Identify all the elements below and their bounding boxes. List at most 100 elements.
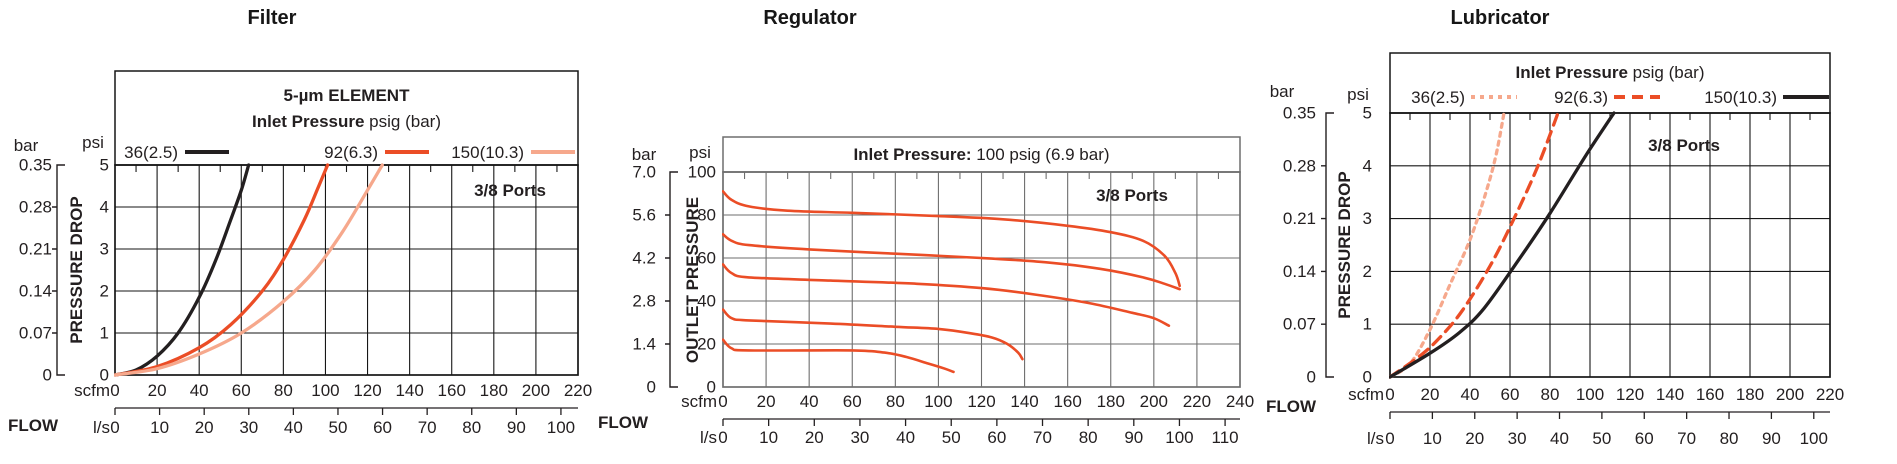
lubricator-scfm-tick: 0 [1385,385,1394,404]
regulator-legend-line: Inlet Pressure: 100 psig (6.9 bar) [853,145,1109,164]
lubricator-ls-tick: 90 [1762,429,1781,448]
filter-bar-axis-bracket [52,164,65,376]
regulator-ls-tick: 100 [1165,428,1193,447]
filter-scfm-tick: 200 [522,381,550,400]
filter-psi-tick: 0 [100,366,109,385]
filter-ls-tick: 30 [239,418,258,437]
filter-scfm-tick: 100 [311,381,339,400]
lubricator-bar-tick: 0.07 [1283,315,1316,334]
regulator-ls-tick: 40 [896,428,915,447]
filter-ls-tick: 80 [462,418,481,437]
regulator-ls-tick: 0 [718,428,727,447]
lubricator-scfm-tick: 80 [1541,385,1560,404]
lubricator-bar-tick: 0 [1307,368,1316,387]
filter-scfm-tick: 140 [395,381,423,400]
lubricator-series-150(10.3) [1389,111,1616,379]
lubricator-bar-tick: 0.21 [1283,209,1316,228]
lubricator-scfm-unit: scfm [1348,385,1384,404]
regulator-scfm-unit: scfm [681,392,717,411]
lubricator-flow-label: FLOW [1266,397,1317,416]
lubricator-legend-line: Inlet Pressure psig (bar) [1516,63,1705,82]
filter-ls-tick: 60 [373,418,392,437]
lubricator-ls-tick: 10 [1423,429,1442,448]
lubricator-ls-tick: 50 [1592,429,1611,448]
regulator-bar-tick: 7.0 [632,163,656,182]
lubricator-scfm-tick: 20 [1421,385,1440,404]
regulator-ls-tick: 110 [1212,428,1239,447]
lubricator-ls-unit: l/s [1367,429,1384,448]
lubricator-bar-tick: 0.35 [1283,104,1316,123]
lubricator-ls-tick: 60 [1635,429,1654,448]
regulator-psi-tick: 100 [688,163,716,182]
filter-scfm-tick: 20 [148,381,167,400]
filter-psi-unit: psi [82,133,104,152]
filter-psi-tick: 5 [100,156,109,175]
regulator-ls-tick: 30 [850,428,869,447]
regulator-series-curve-2 [722,233,1181,291]
filter-ls-tick: 20 [195,418,214,437]
regulator-series-curve-3 [722,263,1171,327]
regulator-scfm-tick: 60 [843,392,862,411]
filter-scfm-tick: 180 [480,381,508,400]
filter-flow-label: FLOW [8,416,59,435]
regulator-scfm-tick: 180 [1097,392,1125,411]
filter-ls-axis [114,407,578,415]
filter-scfm-tick: 0 [110,381,119,400]
filter-bar-unit: bar [14,136,39,155]
lubricator-psi-tick: 2 [1363,262,1372,281]
regulator-psi-tick: 40 [697,292,716,311]
filter-scfm-tick: 220 [564,381,592,400]
regulator-ls-tick: 70 [1033,428,1052,447]
regulator-psi-tick: 20 [697,335,716,354]
filter-bar-tick: 0.35 [19,156,52,175]
regulator-bar-axis-bracket [665,171,678,388]
regulator-scfm-tick: 0 [718,392,727,411]
filter-ls-unit: l/s [93,418,110,437]
lubricator-ls-axis [1389,411,1830,419]
regulator-psi-tick: 80 [697,206,716,225]
lubricator-ls-tick: 20 [1465,429,1484,448]
regulator-bar-tick: 4.2 [632,249,656,268]
lubricator-ls-tick: 100 [1800,429,1828,448]
lubricator-bar-tick: 0.28 [1283,156,1316,175]
lubricator-bar-tick: 0.14 [1283,262,1316,281]
filter-ls-tick: 90 [507,418,526,437]
regulator-psi-tick: 60 [697,249,716,268]
regulator-scfm-tick: 160 [1053,392,1081,411]
lubricator-chart: Inlet Pressure psig (bar) 36(2.5) 92(6.3) 1… [1266,52,1844,448]
regulator-series [722,190,1181,374]
filter-y-axis-label: PRESSURE DROP [67,196,86,343]
lubricator-series-92(6.3) [1389,111,1560,379]
regulator-series-curve-5 [722,338,955,374]
lubricator-scfm-tick: 100 [1576,385,1604,404]
lubricator-series [1389,111,1616,379]
filter-scfm-tick: 160 [438,381,466,400]
regulator-scfm-tick: 240 [1226,392,1254,411]
filter-bar-tick: 0.28 [19,198,52,217]
filter-chart-title: Filter [247,7,297,29]
regulator-ls-tick: 10 [759,428,778,447]
lubricator-scfm-tick: 220 [1816,385,1844,404]
filter-psi-tick: 2 [100,282,109,301]
filter-psi-tick: 1 [100,324,109,343]
filter-scfm-tick: 40 [190,381,209,400]
filter-series-92(6.3) [114,163,330,377]
lubricator-ls-tick: 40 [1550,429,1569,448]
regulator-ls-tick: 60 [987,428,1006,447]
filter-series [114,163,384,377]
regulator-y-axis-label: OUTLET PRESSURE [683,197,702,363]
filter-scfm-tick: 80 [274,381,293,400]
regulator-ls-unit: l/s [700,428,717,447]
regulator-psi-unit: psi [689,143,711,162]
lubricator-legend-entry-label: 150(10.3) [1704,88,1777,107]
filter-legend-entry-label: 36(2.5) [124,143,178,162]
regulator-scfm-tick: 80 [886,392,905,411]
lubricator-ls-tick: 30 [1508,429,1527,448]
filter-ls-tick: 10 [150,418,169,437]
filter-series-150(10.3) [114,163,384,377]
regulator-scfm-tick: 220 [1183,392,1211,411]
regulator-ls-tick: 20 [805,428,824,447]
regulator-series-curve-4 [722,308,1024,361]
filter-bar-tick: 0.14 [19,282,52,301]
